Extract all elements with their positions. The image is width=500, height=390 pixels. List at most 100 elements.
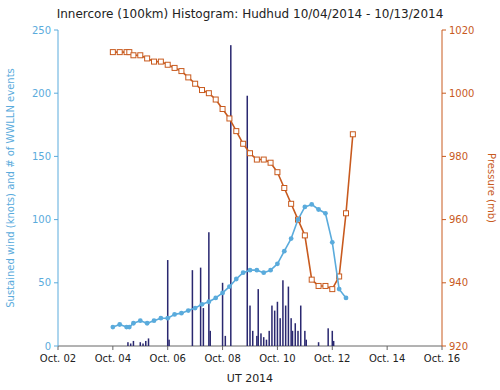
bar [257, 289, 259, 346]
marker [213, 296, 218, 301]
x-tick [442, 346, 443, 350]
y2-tick-label: 1020 [449, 25, 474, 36]
bar [260, 333, 262, 346]
y2-tick-label: 1000 [449, 88, 474, 99]
marker [117, 50, 122, 55]
marker [344, 211, 349, 216]
bar [282, 280, 284, 346]
y2-tick [442, 346, 446, 347]
marker [275, 170, 280, 175]
bar [271, 306, 273, 346]
y2-tick [442, 219, 446, 220]
bar [305, 340, 307, 346]
bar [333, 341, 335, 346]
marker [296, 217, 301, 222]
marker [330, 240, 335, 245]
bar [256, 336, 258, 346]
y2-axis: 92094096098010001020Pressure (mb) [442, 25, 497, 352]
marker [254, 157, 259, 162]
bar [133, 341, 135, 346]
marker [145, 56, 150, 61]
x-tick-label: Oct. 08 [204, 353, 240, 364]
marker [241, 141, 246, 146]
y2-tick-label: 920 [449, 341, 468, 352]
y-tick [54, 30, 58, 31]
bar [268, 331, 270, 346]
marker [344, 296, 349, 301]
bar [304, 331, 306, 346]
y-axis: 050100150200250Sustained wind (knots) an… [5, 25, 58, 352]
marker [179, 311, 184, 316]
marker [275, 261, 280, 266]
marker [220, 107, 225, 112]
marker [234, 277, 239, 282]
marker [172, 312, 177, 317]
bar [277, 302, 279, 346]
bar [168, 340, 170, 346]
bar [327, 328, 329, 346]
bar [263, 337, 265, 346]
y-tick-label: 250 [32, 25, 51, 36]
bar [130, 343, 132, 346]
marker [145, 321, 150, 326]
marker [309, 202, 314, 207]
marker [193, 306, 198, 311]
line [113, 204, 346, 327]
y-tick-label: 100 [32, 214, 51, 225]
x-tick [222, 346, 223, 350]
marker [261, 270, 266, 275]
x-tick [332, 346, 333, 350]
marker [268, 268, 273, 273]
y-tick [54, 282, 58, 283]
bar [279, 318, 281, 346]
x-tick-label: Oct. 04 [95, 353, 131, 364]
marker [323, 211, 328, 216]
marker [200, 302, 205, 307]
marker [131, 53, 136, 58]
bar [332, 331, 334, 346]
marker [131, 321, 136, 326]
marker [206, 91, 211, 96]
y2-tick-label: 980 [449, 151, 468, 162]
x-axis-label: UT 2014 [227, 372, 273, 385]
marker [248, 151, 253, 156]
marker [337, 287, 342, 292]
bar [145, 341, 147, 346]
marker [316, 207, 321, 212]
bar [288, 287, 290, 346]
y2-tick [442, 93, 446, 94]
y-axis-label: Sustained wind (knots) and # of WWLLN ev… [5, 68, 16, 308]
x-tick-label: Oct. 06 [150, 353, 186, 364]
bar [290, 318, 292, 346]
x-tick-label: Oct. 12 [314, 353, 350, 364]
y2-tick [442, 156, 446, 157]
y-axis-line [58, 30, 59, 346]
marker [117, 322, 122, 327]
x-tick-label: Oct. 10 [259, 353, 295, 364]
marker [158, 316, 163, 321]
bar [209, 331, 211, 346]
marker [172, 65, 177, 70]
marker [261, 157, 266, 162]
bar [203, 308, 205, 346]
marker [206, 299, 211, 304]
marker [193, 81, 198, 86]
bar [148, 338, 150, 346]
x-tick-label: Oct. 16 [424, 353, 460, 364]
bar [208, 232, 210, 346]
marker [268, 160, 273, 165]
y-tick-label: 0 [45, 341, 51, 352]
y-tick [54, 219, 58, 220]
x-tick [167, 346, 168, 350]
line-series [110, 50, 355, 292]
bar [318, 342, 320, 346]
marker [227, 116, 232, 121]
marker [289, 236, 294, 241]
marker [282, 249, 287, 254]
plot-area [110, 45, 355, 346]
marker [110, 325, 115, 330]
marker [186, 75, 191, 80]
bar [200, 268, 202, 346]
y-tick-label: 50 [38, 277, 51, 288]
marker [186, 308, 191, 313]
